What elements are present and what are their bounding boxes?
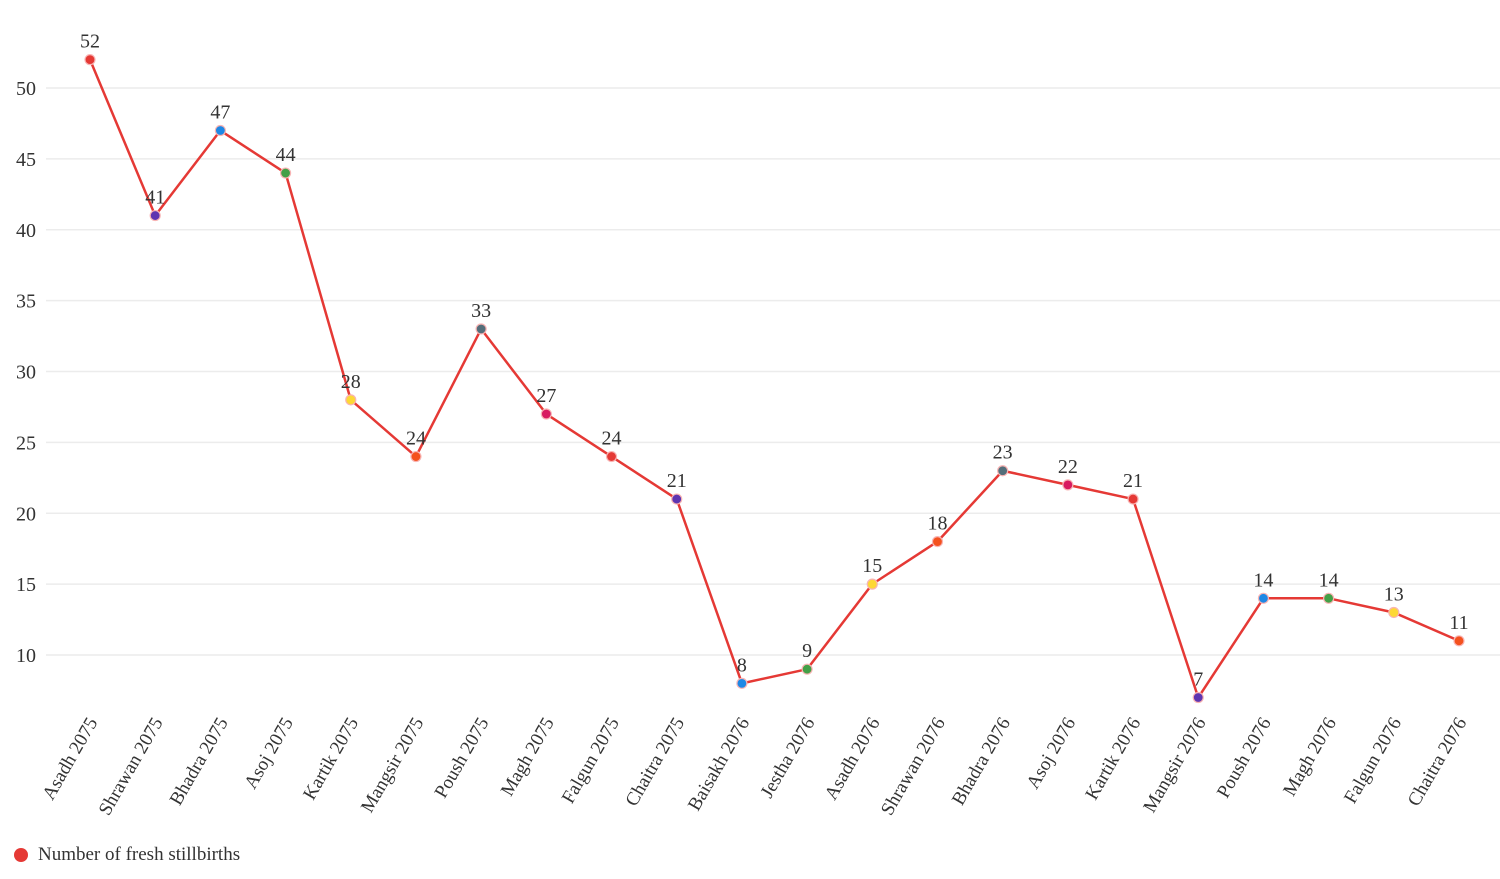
data-label: 8 [737,654,747,676]
x-tick-label: Kartik 2076 [1082,714,1146,804]
x-tick-label: Falgun 2076 [1340,714,1406,807]
x-tick-label: Asoj 2075 [240,714,298,793]
data-point [1388,606,1400,619]
x-tick-label: Mangsir 2075 [357,714,428,816]
data-point [1062,479,1074,491]
data-label: 28 [341,371,361,393]
data-point [540,408,552,420]
data-label: 27 [536,385,556,407]
data-label: 14 [1253,569,1273,591]
legend-label: Number of fresh stillbirths [38,844,241,865]
data-point [214,124,226,137]
data-point [410,450,422,463]
x-tick-label: Mangsir 2076 [1139,714,1210,816]
data-point [1453,635,1465,647]
x-tick-label: Kartik 2075 [299,714,363,804]
data-point [866,578,878,590]
y-tick-label: 50 [16,78,36,100]
y-tick-label: 45 [16,149,36,171]
data-point [1257,592,1270,604]
x-tick-label: Baisakh 2076 [684,714,754,815]
x-tick-label: Bhadra 2076 [948,714,1015,809]
y-tick-label: 20 [16,503,36,525]
data-label: 23 [993,442,1013,464]
data-point [931,535,944,548]
x-tick-label: Chaitra 2076 [1404,714,1472,810]
data-label: 9 [802,640,812,662]
x-tick-label: Chaitra 2075 [622,714,690,810]
data-label: 7 [1193,669,1203,691]
data-point [345,394,357,406]
data-label: 18 [927,513,947,535]
data-label: 41 [145,187,165,209]
legend-marker [14,848,28,862]
x-tick-label: Asadh 2076 [821,714,885,804]
y-tick-label: 25 [16,432,36,454]
y-tick-label: 35 [16,291,36,313]
x-tick-label: Shrawan 2075 [95,714,168,819]
y-tick-label: 40 [16,220,36,242]
x-tick-label: Magh 2076 [1279,714,1341,800]
data-point [1192,691,1204,704]
data-point [605,450,618,463]
data-label: 13 [1384,583,1404,605]
data-label: 11 [1449,612,1468,634]
data-label: 52 [80,31,100,53]
data-label: 14 [1319,569,1339,591]
y-tick-label: 10 [16,645,36,667]
x-tick-label: Poush 2075 [431,714,494,802]
data-label: 24 [406,428,426,450]
data-label: 44 [276,144,296,166]
data-label: 21 [667,470,687,492]
x-tick-label: Jestha 2076 [757,714,820,802]
x-tick-label: Magh 2075 [497,714,559,800]
data-label: 24 [602,428,622,450]
data-label: 15 [862,555,882,577]
legend[interactable]: Number of fresh stillbirths [14,844,240,866]
y-tick-label: 30 [16,362,36,384]
x-tick-label: Asoj 2076 [1023,714,1081,793]
data-label: 33 [471,300,491,322]
data-point [279,167,292,179]
data-label: 47 [210,102,230,124]
data-point [475,323,487,335]
data-label: 22 [1058,456,1078,478]
data-point [84,54,96,66]
data-point [671,493,683,505]
data-point [736,677,748,689]
x-tick-label: Bhadra 2075 [166,714,233,809]
x-tick-label: Shrawan 2076 [877,714,950,819]
data-label: 21 [1123,470,1143,492]
data-point [149,209,161,222]
data-point [997,465,1009,477]
x-tick-label: Asadh 2075 [38,714,102,804]
series-line [88,59,1460,699]
data-point [801,663,813,675]
data-point [1127,493,1139,505]
y-tick-label: 15 [16,574,36,596]
x-tick-label: Falgun 2075 [558,714,624,807]
x-tick-label: Poush 2076 [1213,714,1276,802]
data-point [1323,592,1335,604]
